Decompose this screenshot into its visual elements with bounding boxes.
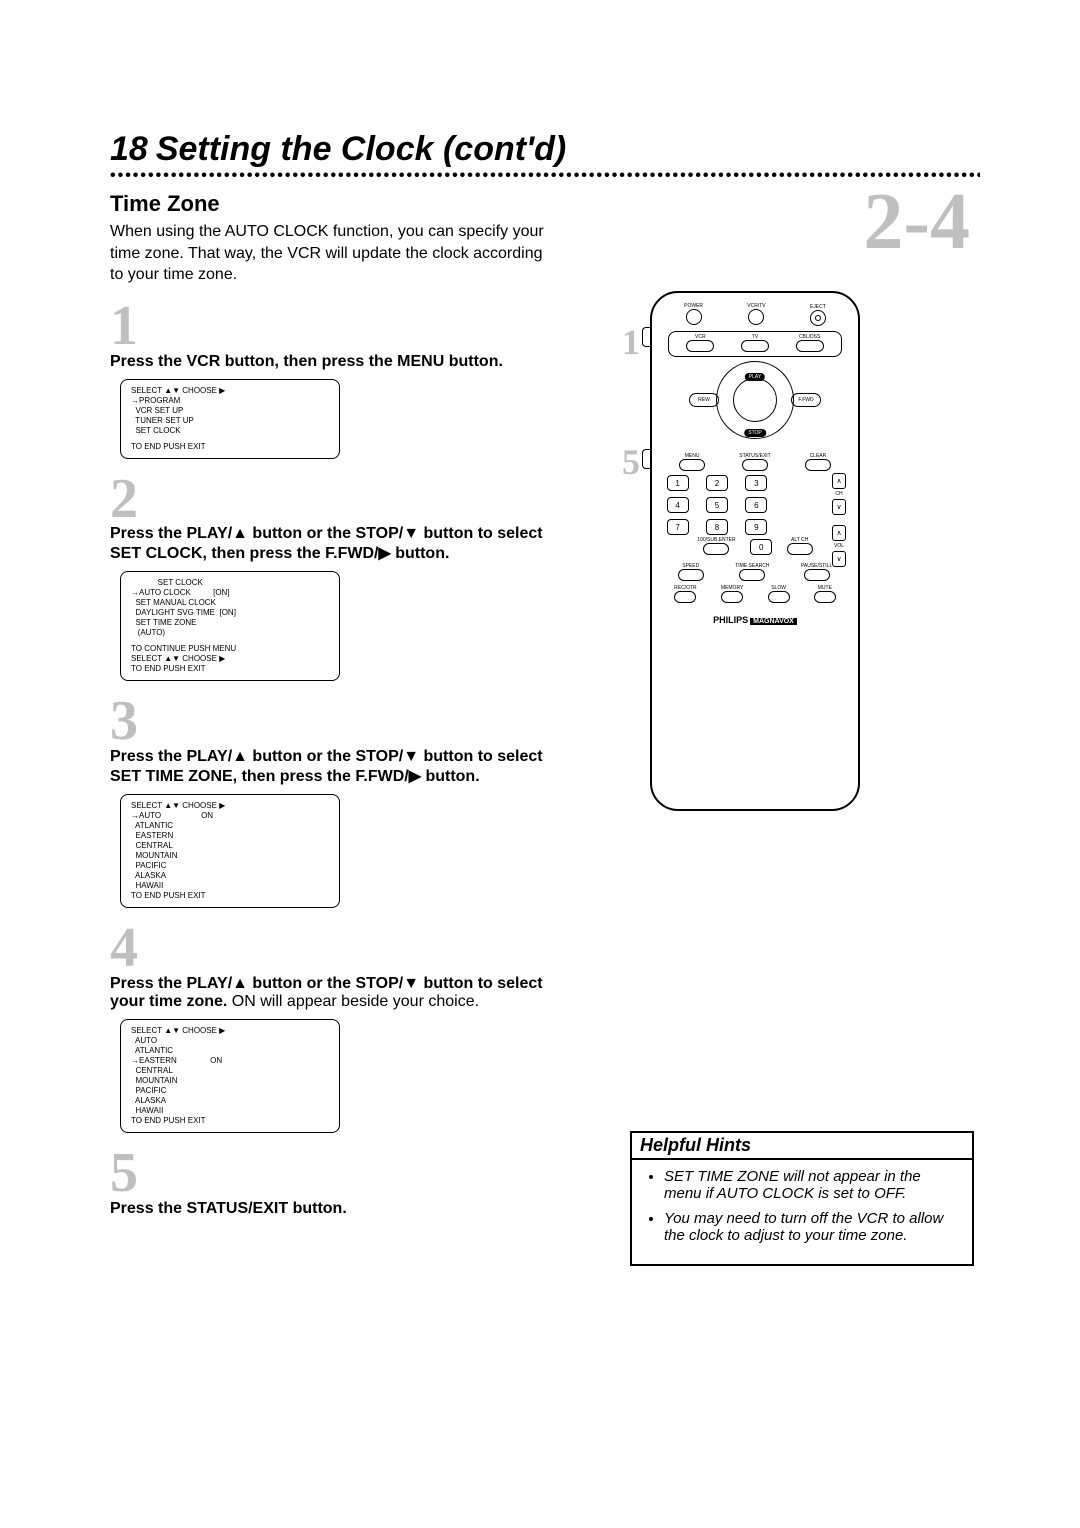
page-header: 18 Setting the Clock (cont'd) (110, 130, 980, 169)
step-text: Press the VCR button, then press the MEN… (110, 353, 560, 371)
key-8[interactable]: 8 (706, 519, 728, 535)
power-button[interactable] (686, 309, 702, 325)
osd-screen-2: SET CLOCK →AUTO CLOCK [ON] SET MANUAL CL… (120, 571, 340, 681)
key-4[interactable]: 4 (667, 497, 689, 513)
osd-screen-3: SELECT ▲▼ CHOOSE ▶ →AUTO ON ATLANTIC EAS… (120, 794, 340, 908)
vcr-tv-button[interactable] (748, 309, 764, 325)
memory-button[interactable] (721, 591, 743, 603)
ch-down-button[interactable]: ∨ (832, 499, 846, 515)
vcr-button[interactable] (686, 340, 714, 352)
key-9[interactable]: 9 (745, 519, 767, 535)
slow-button[interactable] (768, 591, 790, 603)
hint-item: SET TIME ZONE will not appear in the men… (664, 1168, 962, 1202)
keypad: 1 2 3 4 5 6 7 8 9 (662, 475, 772, 535)
play-button[interactable]: PLAY (745, 373, 765, 381)
step-text: Press the PLAY/▲ button or the STOP/▼ bu… (110, 748, 560, 786)
key-2[interactable]: 2 (706, 475, 728, 491)
vol-up-button[interactable]: ∧ (832, 525, 846, 541)
pause-still-button[interactable] (804, 569, 830, 581)
helpful-hints-box: Helpful Hints SET TIME ZONE will not app… (630, 1131, 974, 1266)
step-text: Press the PLAY/▲ button or the STOP/▼ bu… (110, 525, 560, 563)
section-heading: Time Zone (110, 191, 560, 217)
ffwd-button[interactable]: F.FWD (791, 393, 821, 407)
transport-ring: PLAY STOP REW F.FWD (716, 361, 794, 439)
step-plain: ON will appear beside your choice. (227, 993, 479, 1010)
step-number: 1 (110, 304, 560, 349)
step-text: Press the PLAY/▲ button or the STOP/▼ bu… (110, 975, 560, 1011)
remote-body: POWER VCR/TV EJECT VCR TV CBL/DSS PLAY (650, 291, 860, 811)
step-number: 4 (110, 926, 560, 971)
remote-diagram: 1 5 POWER VCR/TV EJECT VCR TV CBL/DSS (650, 291, 980, 811)
key-1[interactable]: 1 (667, 475, 689, 491)
status-exit-button[interactable] (742, 459, 768, 471)
step-number: 5 (110, 1151, 560, 1196)
big-step-range: 2-4 (863, 177, 970, 268)
key-6[interactable]: 6 (745, 497, 767, 513)
key-7[interactable]: 7 (667, 519, 689, 535)
remote-callout-5: 5 (622, 441, 640, 483)
key-3[interactable]: 3 (745, 475, 767, 491)
key-5[interactable]: 5 (706, 497, 728, 513)
eject-button[interactable] (810, 310, 826, 326)
stop-button[interactable]: STOP (744, 429, 766, 437)
remote-callout-1: 1 (622, 321, 640, 363)
brand-label: PHILIPSMAGNAVOX (662, 615, 848, 625)
divider-dots: ••••••••••••••••••••••••••••••••••••••••… (110, 167, 980, 185)
step-bold: Press the PLAY/▲ button or the STOP/▼ bu… (110, 748, 543, 785)
hint-item: You may need to turn off the VCR to allo… (664, 1210, 962, 1244)
vol-down-button[interactable]: ∨ (832, 551, 846, 567)
hundred-button[interactable] (703, 543, 729, 555)
hints-heading: Helpful Hints (632, 1133, 972, 1160)
osd-screen-1: SELECT ▲▼ CHOOSE ▶ →PROGRAM VCR SET UP T… (120, 379, 340, 459)
osd-head: SELECT ▲▼ CHOOSE ▶ (131, 386, 331, 396)
page-number: 18 (110, 130, 148, 169)
rew-button[interactable]: REW (689, 393, 719, 407)
intro-text: When using the AUTO CLOCK function, you … (110, 221, 560, 286)
clear-button[interactable] (805, 459, 831, 471)
altch-button[interactable] (787, 543, 813, 555)
speed-button[interactable] (678, 569, 704, 581)
rec-otr-button[interactable] (674, 591, 696, 603)
page-title: Setting the Clock (cont'd) (156, 130, 566, 169)
menu-button[interactable] (679, 459, 705, 471)
step-bold: Press the PLAY/▲ button or the STOP/▼ bu… (110, 525, 543, 562)
step-number: 2 (110, 477, 560, 522)
step-text: Press the STATUS/EXIT button. (110, 1200, 560, 1218)
step-number: 3 (110, 699, 560, 744)
osd-screen-4: SELECT ▲▼ CHOOSE ▶ AUTO ATLANTIC →EASTER… (120, 1019, 340, 1133)
cbl-dss-button[interactable] (796, 340, 824, 352)
step-bold: Press the VCR button, then press the MEN… (110, 353, 503, 370)
ch-up-button[interactable]: ∧ (832, 473, 846, 489)
key-0[interactable]: 0 (750, 539, 772, 555)
time-search-button[interactable] (739, 569, 765, 581)
step-bold: Press the STATUS/EXIT button. (110, 1200, 347, 1217)
tv-button[interactable] (741, 340, 769, 352)
mute-button[interactable] (814, 591, 836, 603)
